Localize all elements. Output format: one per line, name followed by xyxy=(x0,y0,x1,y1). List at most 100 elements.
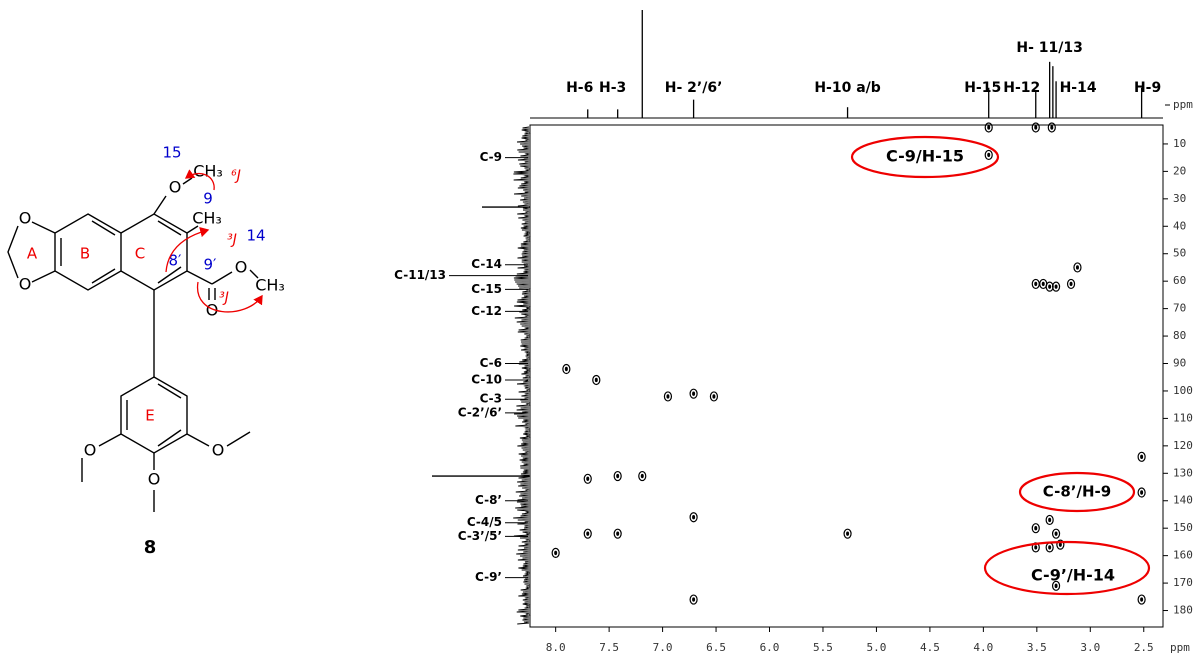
x-unit: ppm xyxy=(1170,641,1190,654)
y-tick-label: 110 xyxy=(1173,411,1193,424)
carbon-label: C-3 xyxy=(480,392,502,406)
cross-peak xyxy=(1056,539,1065,550)
y-tick-label: 90 xyxy=(1173,357,1186,370)
coupling-label: ³J xyxy=(219,290,229,306)
cross-peak-core xyxy=(1034,545,1038,550)
substituent-bonds xyxy=(153,177,259,300)
highlight-ellipse xyxy=(1018,471,1136,513)
cross-peak xyxy=(583,473,592,484)
cross-peak-core xyxy=(1054,583,1058,589)
cross-peak xyxy=(1045,514,1054,526)
cross-peak-core xyxy=(594,377,598,383)
atom-number: 9′ xyxy=(204,256,218,274)
cross-peak xyxy=(551,547,560,558)
proton-label: H-9 xyxy=(1134,80,1161,96)
carbon-label: C-6 xyxy=(480,356,502,370)
compound-label: 8 xyxy=(144,537,157,558)
annotation: C-9/H-15 xyxy=(886,147,964,166)
x-tick-label: 6.0 xyxy=(760,641,780,654)
cross-peak-core xyxy=(1034,125,1038,130)
cross-peak xyxy=(689,388,698,399)
proton-label: H-3 xyxy=(599,80,626,96)
cross-peak-core xyxy=(1054,284,1058,289)
proton-label: H- 11/13 xyxy=(1016,40,1082,56)
dioxole-bonds xyxy=(7,221,56,283)
cross-peak-core xyxy=(1140,490,1144,495)
cross-peak-core xyxy=(987,125,991,130)
proton-label: H-15 xyxy=(964,80,1001,96)
y-tick-label: 10 xyxy=(1173,137,1186,150)
x-tick-label: 8.0 xyxy=(546,641,566,654)
atom: O xyxy=(84,441,97,460)
cross-peak-core xyxy=(616,531,620,536)
proton-label: H-10 a/b xyxy=(814,80,880,96)
y-tick-label: 70 xyxy=(1173,302,1186,315)
x-tick-label: 7.0 xyxy=(653,641,673,654)
cross-peak-core xyxy=(1140,454,1144,460)
y-tick-label: 140 xyxy=(1173,494,1193,507)
y-tick-label: 120 xyxy=(1173,439,1193,452)
atom: O xyxy=(235,258,248,277)
y-tick-label: 160 xyxy=(1173,549,1193,562)
proton-label: H- 2’/6’ xyxy=(665,80,723,96)
cross-peak xyxy=(689,512,698,523)
cross-peak xyxy=(843,528,852,539)
cross-peak xyxy=(1031,122,1040,133)
cross-peak xyxy=(562,363,571,375)
highlight-ellipse xyxy=(850,135,1000,179)
proton-label: H-14 xyxy=(1060,80,1097,96)
y-tick-label: 170 xyxy=(1173,576,1193,589)
proton-label: H-6 xyxy=(566,80,593,96)
y-tick-label: 130 xyxy=(1173,466,1193,479)
structure: O O O CH₃ CH₃ O O CH₃ O O O A B C E 15 9… xyxy=(7,144,285,558)
cross-peak-core xyxy=(1048,517,1052,523)
y-tick-label: 20 xyxy=(1173,164,1186,177)
cross-peak xyxy=(709,391,719,402)
y-tick-label: 50 xyxy=(1173,247,1186,260)
ring-label: A xyxy=(27,245,38,263)
carbon-label: C-4/5 xyxy=(467,515,502,529)
cross-peak xyxy=(1073,262,1082,273)
atom: O xyxy=(19,275,32,294)
cross-peak-core xyxy=(692,391,696,396)
carbon-label: C-14 xyxy=(471,257,502,271)
ring-c-bonds xyxy=(120,213,188,291)
cross-peak-core xyxy=(1050,125,1054,130)
atom: O xyxy=(19,209,32,228)
cross-peak-core xyxy=(1075,265,1079,270)
coupling-label: ³J xyxy=(227,232,237,248)
cross-peak-core xyxy=(1041,281,1045,287)
atom: O xyxy=(206,301,219,320)
ring-label: B xyxy=(80,245,90,263)
cross-peak-core xyxy=(554,550,558,556)
cross-peak xyxy=(1137,594,1146,605)
cross-peak xyxy=(984,149,993,161)
cross-peak-core xyxy=(1048,545,1052,550)
atom: CH₃ xyxy=(193,162,223,181)
y-unit: ppm xyxy=(1173,98,1193,111)
x-tick-label: 5.0 xyxy=(867,641,887,654)
plot-frame xyxy=(529,124,1164,628)
cross-peak xyxy=(663,391,673,402)
annotation: C-8’/H-9 xyxy=(1043,483,1111,501)
cross-peak-core xyxy=(616,473,620,479)
cross-peak-core xyxy=(692,597,696,602)
x-tick-label: 4.5 xyxy=(920,641,940,654)
y-tick-label: 30 xyxy=(1173,192,1186,205)
carbon-label: C-2’/6’ xyxy=(458,405,502,419)
cross-peak-core xyxy=(692,515,696,520)
y-tick-label: 60 xyxy=(1173,274,1186,287)
cross-peak-core xyxy=(1034,281,1038,287)
cross-peak xyxy=(638,470,647,482)
atom: O xyxy=(148,470,161,489)
cross-peak-core xyxy=(586,476,590,481)
cross-peak-core xyxy=(1054,531,1058,536)
carbon-label: C-10 xyxy=(471,372,502,386)
ring-label: E xyxy=(145,407,154,425)
cross-peak xyxy=(583,528,592,539)
coupling-arrow xyxy=(165,227,210,273)
cross-peak xyxy=(592,374,601,386)
cross-peak xyxy=(1031,523,1040,534)
cross-peak-core xyxy=(1048,284,1052,289)
y-tick-label: 80 xyxy=(1173,329,1186,342)
